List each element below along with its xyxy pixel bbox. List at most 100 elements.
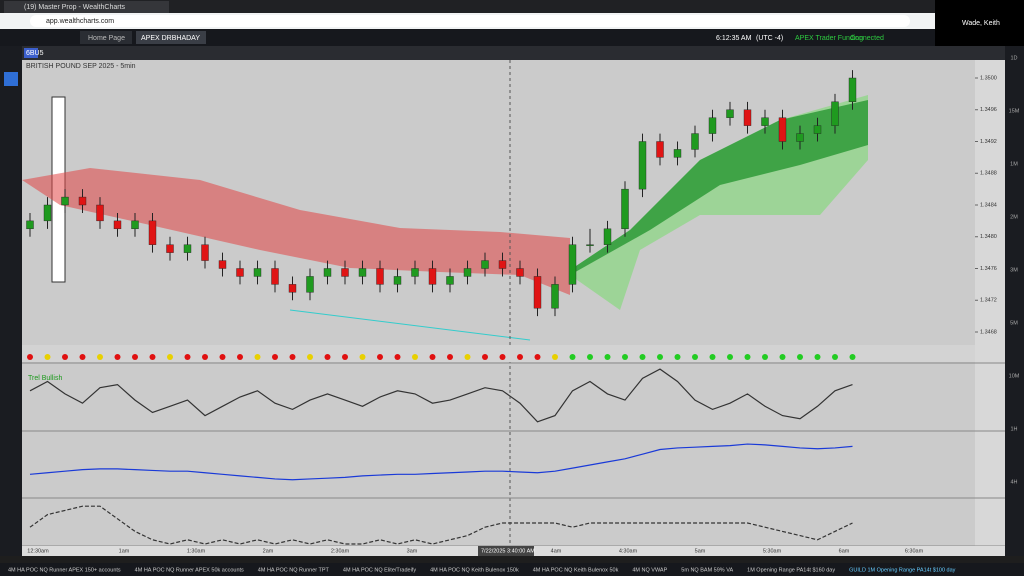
symbol-box[interactable] [24,48,38,58]
candle-body [113,220,122,230]
price-tick-label: 1.3484 [980,202,997,208]
clock: 6:12:35 AM [716,35,752,42]
price-tick-label: 1.3500 [980,75,997,81]
signal-dot [324,354,331,360]
signal-dot [814,354,821,360]
time-label: 6am [839,548,850,554]
timeframe: 1D [1010,55,1017,61]
oscillator-dashed [29,505,853,545]
candle-body [236,268,244,277]
candle-body [586,244,594,246]
candle-body [708,117,717,134]
app-tab-label: APEX DRBHADAY [141,35,200,42]
candle-body [306,276,314,293]
signal-dot [692,354,698,360]
price-tick-label: 1.3468 [980,329,997,335]
candle-body [288,284,297,293]
candle-body [218,260,227,269]
signal-dot [79,354,86,360]
candle-body [358,268,367,277]
candle-body [621,188,629,230]
candle-body [673,149,682,158]
time-label: 2am [263,548,274,554]
time-label: 2:30am [331,548,350,554]
signal-dot [27,354,33,360]
bottom-tab-label[interactable]: 4M HA POC NQ Runner APEX 50k accounts [135,567,244,573]
candle-body [148,220,157,245]
candle-body [463,268,472,277]
chart-header [22,46,1005,60]
bottom-tab-label[interactable]: 4M HA POC NQ Runner APEX 150+ accounts [8,567,121,573]
signal-dot [219,354,226,360]
signal-dot [149,354,156,360]
signal-dot [184,354,191,360]
bottom-tab-label[interactable]: 4M NQ VWAP [632,567,667,573]
price-tick-label: 1.3472 [980,298,997,304]
candle-body [796,133,804,142]
candle-body [848,77,857,103]
address-bar[interactable] [30,15,910,27]
timezone: (UTC -4) [756,35,783,42]
candle-body [323,268,332,277]
bottom-tab-label[interactable]: 4M HA POC NQ Keith Bulenox 50k [533,567,619,573]
signal-dot [377,354,383,360]
signal-dot [237,354,243,360]
signal-dot [744,354,751,360]
candle-body [498,260,507,269]
signal-dot [499,354,506,360]
indicator-label: Trel Bullish [28,375,62,382]
url: app.wealthcharts.com [46,18,114,25]
signal-panel [22,345,975,362]
signal-dot [272,354,278,360]
browser-tab[interactable] [4,1,169,13]
signal-dot [727,354,733,360]
signal-dot [569,354,576,360]
candle-body [96,204,104,222]
price-tick-label: 1.3480 [980,234,997,240]
bottom-tab-label[interactable]: 5m NQ BAM 59% VA [681,567,733,573]
candle-body [43,204,52,222]
candle-body [603,228,612,245]
price-tick-label: 1.3488 [980,171,997,177]
timeframe: 2M [1010,214,1018,220]
right-toolbar [1005,46,1024,556]
green-cloud [570,100,868,275]
candle-body [26,220,34,230]
trend-line [289,309,531,341]
add-button[interactable] [4,72,18,86]
app-tab[interactable] [80,31,132,44]
candle-body [253,268,262,277]
bottom-tab-label[interactable]: GUILD 1M Opening Range PA14t $100 day [849,567,956,573]
candle-body [551,284,559,309]
signal-dot [132,354,138,360]
candle-body [183,244,192,253]
bottom-tab-label[interactable]: 4M HA POC NQ Runner TPT [258,567,330,573]
tab-bar [0,0,1024,13]
signal-dot [849,354,856,360]
signal-dot [62,354,68,360]
connection: Connected [850,35,884,42]
signal-dot [832,354,838,360]
signal-dot [762,354,768,360]
crosshair-label-box [478,546,534,556]
time-label: 5am [695,548,706,554]
timeframe: 15M [1009,108,1020,114]
candle-body [726,109,734,118]
candle-body [761,117,769,126]
bottom-tab-label[interactable]: 1M Opening Range PA14t $160 day [747,567,835,573]
bottom-tab-label[interactable]: 4M HA POC NQ Keith Bulenox 150k [430,567,519,573]
app-header [0,29,935,46]
app-tab[interactable] [136,31,206,44]
candle-body [533,276,542,309]
signal-dot [202,354,208,360]
candle-body [481,260,489,269]
signal-dot [359,354,366,360]
candle-body [411,268,419,277]
price-tick-label: 1.3476 [980,266,997,272]
bottom-tab-label[interactable]: 4M HA POC NQ Elite/Tradeify [343,567,416,573]
tab-title: (19) Master Prop - WealthCharts [24,4,126,11]
signal-dot [534,354,541,360]
signal-dot [517,354,523,360]
